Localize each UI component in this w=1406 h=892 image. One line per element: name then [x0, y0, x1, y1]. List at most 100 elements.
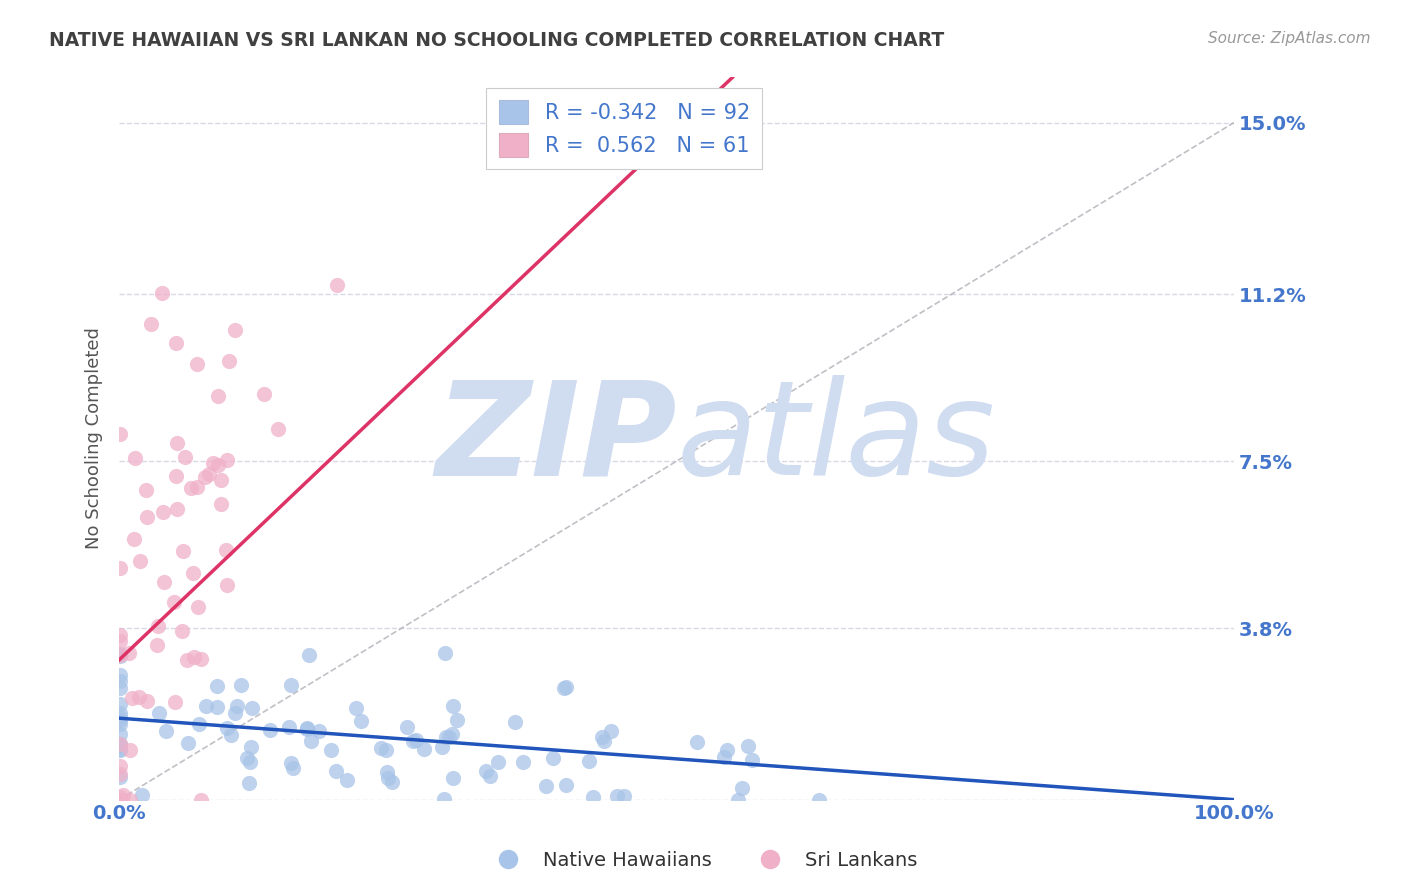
Text: atlas: atlas [676, 375, 995, 502]
Point [238, 776, 260, 790]
Point [350, 714, 373, 728]
Point [295, 722, 318, 736]
Point [433, 792, 456, 806]
Point [146, 619, 169, 633]
Point [219, 728, 242, 742]
Point [430, 740, 453, 755]
Point [231, 678, 253, 692]
Point [224, 323, 246, 337]
Text: NATIVE HAWAIIAN VS SRI LANKAN NO SCHOOLING COMPLETED CORRELATION CHART: NATIVE HAWAIIAN VS SRI LANKAN NO SCHOOLI… [49, 31, 945, 50]
Point [807, 792, 830, 806]
Point [209, 497, 232, 511]
Point [118, 742, 141, 756]
Point [686, 734, 709, 748]
Point [240, 700, 263, 714]
Point [205, 679, 228, 693]
Point [582, 790, 605, 805]
Point [713, 750, 735, 764]
Point [110, 790, 132, 805]
Point [180, 481, 202, 495]
Point [381, 775, 404, 789]
Legend: R = -0.342   N = 92, R =  0.562   N = 61: R = -0.342 N = 92, R = 0.562 N = 61 [486, 87, 762, 169]
Point [224, 706, 246, 721]
Point [165, 469, 187, 483]
Point [737, 739, 759, 754]
Point [110, 628, 132, 642]
Point [434, 646, 457, 660]
Point [110, 792, 132, 806]
Point [187, 716, 209, 731]
Point [187, 600, 209, 615]
Point [375, 765, 398, 780]
Point [155, 723, 177, 738]
Point [344, 701, 367, 715]
Point [110, 713, 132, 727]
Point [110, 673, 132, 688]
Point [128, 690, 150, 704]
Point [215, 721, 238, 735]
Point [299, 734, 322, 748]
Point [215, 578, 238, 592]
Point [181, 566, 204, 581]
Point [374, 743, 396, 757]
Point [166, 501, 188, 516]
Point [135, 483, 157, 498]
Point [110, 697, 132, 711]
Point [599, 724, 621, 739]
Point [129, 553, 152, 567]
Point [512, 756, 534, 770]
Point [190, 792, 212, 806]
Point [553, 681, 575, 695]
Point [110, 727, 132, 741]
Point [486, 755, 509, 769]
Point [325, 764, 347, 778]
Point [236, 751, 259, 765]
Point [441, 772, 464, 786]
Point [370, 741, 392, 756]
Point [190, 652, 212, 666]
Text: ZIP: ZIP [434, 375, 676, 502]
Legend: Native Hawaiians, Sri Lankans: Native Hawaiians, Sri Lankans [481, 843, 925, 878]
Point [280, 678, 302, 692]
Point [259, 723, 281, 737]
Point [441, 727, 464, 741]
Point [727, 792, 749, 806]
Point [148, 706, 170, 720]
Point [731, 780, 754, 795]
Point [541, 751, 564, 765]
Point [207, 389, 229, 403]
Point [163, 595, 186, 609]
Point [741, 753, 763, 767]
Point [110, 647, 132, 661]
Point [110, 742, 132, 756]
Point [446, 713, 468, 727]
Point [110, 633, 132, 648]
Point [124, 450, 146, 465]
Point [277, 720, 299, 734]
Point [218, 354, 240, 368]
Point [591, 730, 613, 744]
Point [613, 789, 636, 803]
Point [281, 761, 304, 775]
Point [136, 510, 159, 524]
Point [326, 277, 349, 292]
Point [110, 681, 132, 695]
Point [110, 648, 132, 663]
Point [176, 653, 198, 667]
Point [110, 767, 132, 781]
Point [120, 792, 142, 806]
Point [153, 575, 176, 590]
Point [716, 743, 738, 757]
Point [205, 699, 228, 714]
Y-axis label: No Schooling Completed: No Schooling Completed [86, 327, 103, 549]
Point [136, 694, 159, 708]
Point [503, 714, 526, 729]
Point [402, 734, 425, 748]
Point [214, 543, 236, 558]
Point [163, 695, 186, 709]
Text: Source: ZipAtlas.com: Source: ZipAtlas.com [1208, 31, 1371, 46]
Point [170, 624, 193, 638]
Point [555, 778, 578, 792]
Point [110, 706, 132, 720]
Point [152, 505, 174, 519]
